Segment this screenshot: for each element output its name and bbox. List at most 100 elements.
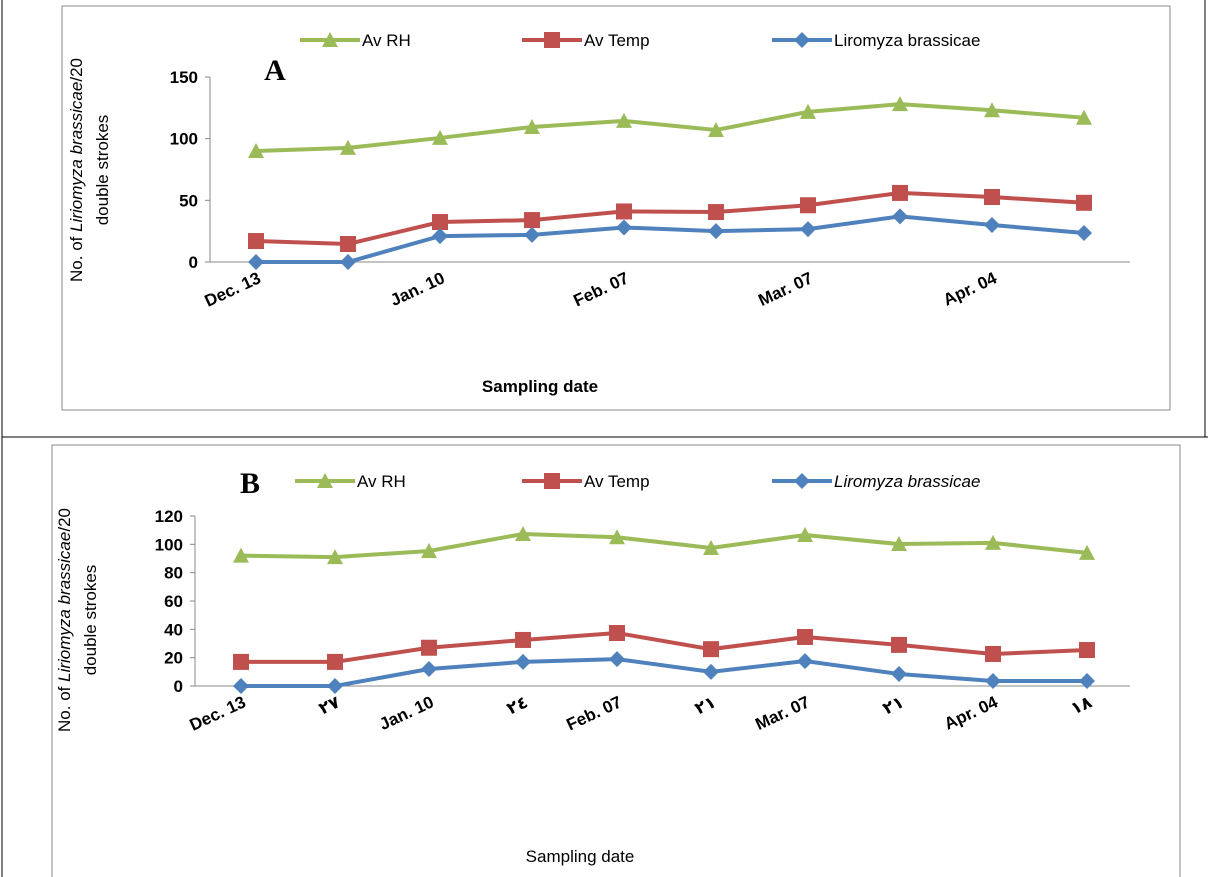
marker [985, 673, 1001, 690]
marker [515, 525, 531, 541]
marker [703, 641, 719, 658]
marker [984, 217, 1000, 233]
legend-marker [794, 473, 810, 489]
y-tick-label: 150 [170, 68, 198, 87]
y-axis-label-part: /20 [55, 508, 74, 532]
marker [797, 628, 813, 645]
y-axis-label-part: /20 [67, 58, 86, 82]
marker [327, 653, 343, 670]
marker [421, 542, 437, 558]
marker [609, 529, 625, 545]
marker [1076, 225, 1092, 242]
legend-marker [794, 32, 810, 48]
marker [616, 203, 632, 220]
marker [797, 526, 813, 542]
chart-title: A [264, 54, 286, 87]
chart-frame [51, 444, 1181, 877]
x-tick-label: Apr. 04 [940, 268, 1000, 309]
marker [703, 663, 719, 680]
marker [1079, 544, 1095, 560]
marker [515, 653, 531, 670]
marker [432, 228, 448, 245]
legend-marker [317, 473, 333, 488]
marker [327, 549, 343, 565]
marker [616, 112, 632, 128]
x-tick-label: Dec. 13 [187, 692, 249, 734]
legend-label: Liromyza brassicae [834, 472, 980, 491]
y-axis-label-part: Liriomyza brassicae [55, 532, 74, 682]
marker [891, 636, 907, 653]
marker [340, 139, 356, 155]
marker [340, 254, 356, 270]
marker [891, 665, 907, 682]
marker [985, 645, 1001, 662]
marker [432, 129, 448, 145]
marker [248, 143, 264, 158]
marker [708, 204, 724, 221]
chart-title: B [240, 467, 260, 500]
marker [984, 189, 1000, 206]
y-axis-label: double strokes [81, 565, 100, 676]
marker [524, 212, 540, 229]
marker [708, 223, 724, 240]
legend-marker [544, 32, 560, 48]
marker [1076, 109, 1092, 125]
legend-label: Av RH [357, 472, 406, 491]
x-tick-label: Dec. 13 [202, 268, 264, 310]
y-tick-label: 80 [164, 564, 183, 583]
y-tick-label: 120 [155, 507, 183, 526]
x-tick-label: ٢١ [692, 692, 719, 718]
marker [984, 102, 1000, 118]
marker [1079, 642, 1095, 659]
y-tick-label: 20 [164, 649, 183, 668]
marker [891, 536, 907, 552]
marker [800, 221, 816, 238]
marker [524, 118, 540, 134]
marker [892, 184, 908, 201]
x-tick-label: ٢٧ [316, 692, 343, 718]
y-tick-label: 100 [155, 535, 183, 554]
marker [616, 219, 632, 236]
y-tick-label: 50 [179, 191, 198, 210]
x-tick-label: ٢١ [880, 692, 907, 718]
series-line [255, 102, 1085, 153]
x-tick-label: Jan. 10 [376, 692, 436, 734]
marker [797, 653, 813, 670]
legend-label: Liromyza brassicae [834, 31, 980, 50]
x-tick-label: ٢٤ [504, 692, 531, 718]
marker [800, 103, 816, 119]
marker [609, 651, 625, 668]
marker [800, 197, 816, 214]
legend-marker [322, 32, 338, 47]
x-tick-label: Mar. 07 [752, 692, 812, 734]
y-tick-label: 100 [170, 130, 198, 149]
marker [524, 226, 540, 243]
marker [432, 214, 448, 231]
marker [1079, 673, 1095, 690]
x-tick-label: Feb. 07 [571, 268, 632, 310]
series-line [241, 631, 1088, 664]
marker [708, 122, 724, 138]
marker [248, 254, 264, 270]
y-axis-label-part: Liriomyza brassicae [67, 82, 86, 232]
y-tick-label: 60 [164, 592, 183, 611]
x-tick-label: Feb. 07 [564, 692, 625, 734]
marker [892, 208, 908, 225]
x-axis-label: Sampling date [482, 377, 598, 396]
chart-frame [61, 5, 1171, 411]
x-axis-label: Sampling date [526, 847, 635, 866]
series-line [255, 190, 1085, 247]
marker [609, 625, 625, 642]
marker [421, 639, 437, 656]
series-line [256, 214, 1085, 264]
legend-label: Av RH [362, 31, 411, 50]
marker [340, 235, 356, 252]
marker [233, 653, 249, 670]
y-tick-label: 0 [174, 677, 183, 696]
marker [233, 678, 249, 694]
y-axis-label: No. of Liriomyza brassicae/20 [55, 508, 74, 732]
y-axis-label-part: No. of [55, 682, 74, 732]
marker [515, 631, 531, 648]
legend-label: Av Temp [584, 472, 650, 491]
